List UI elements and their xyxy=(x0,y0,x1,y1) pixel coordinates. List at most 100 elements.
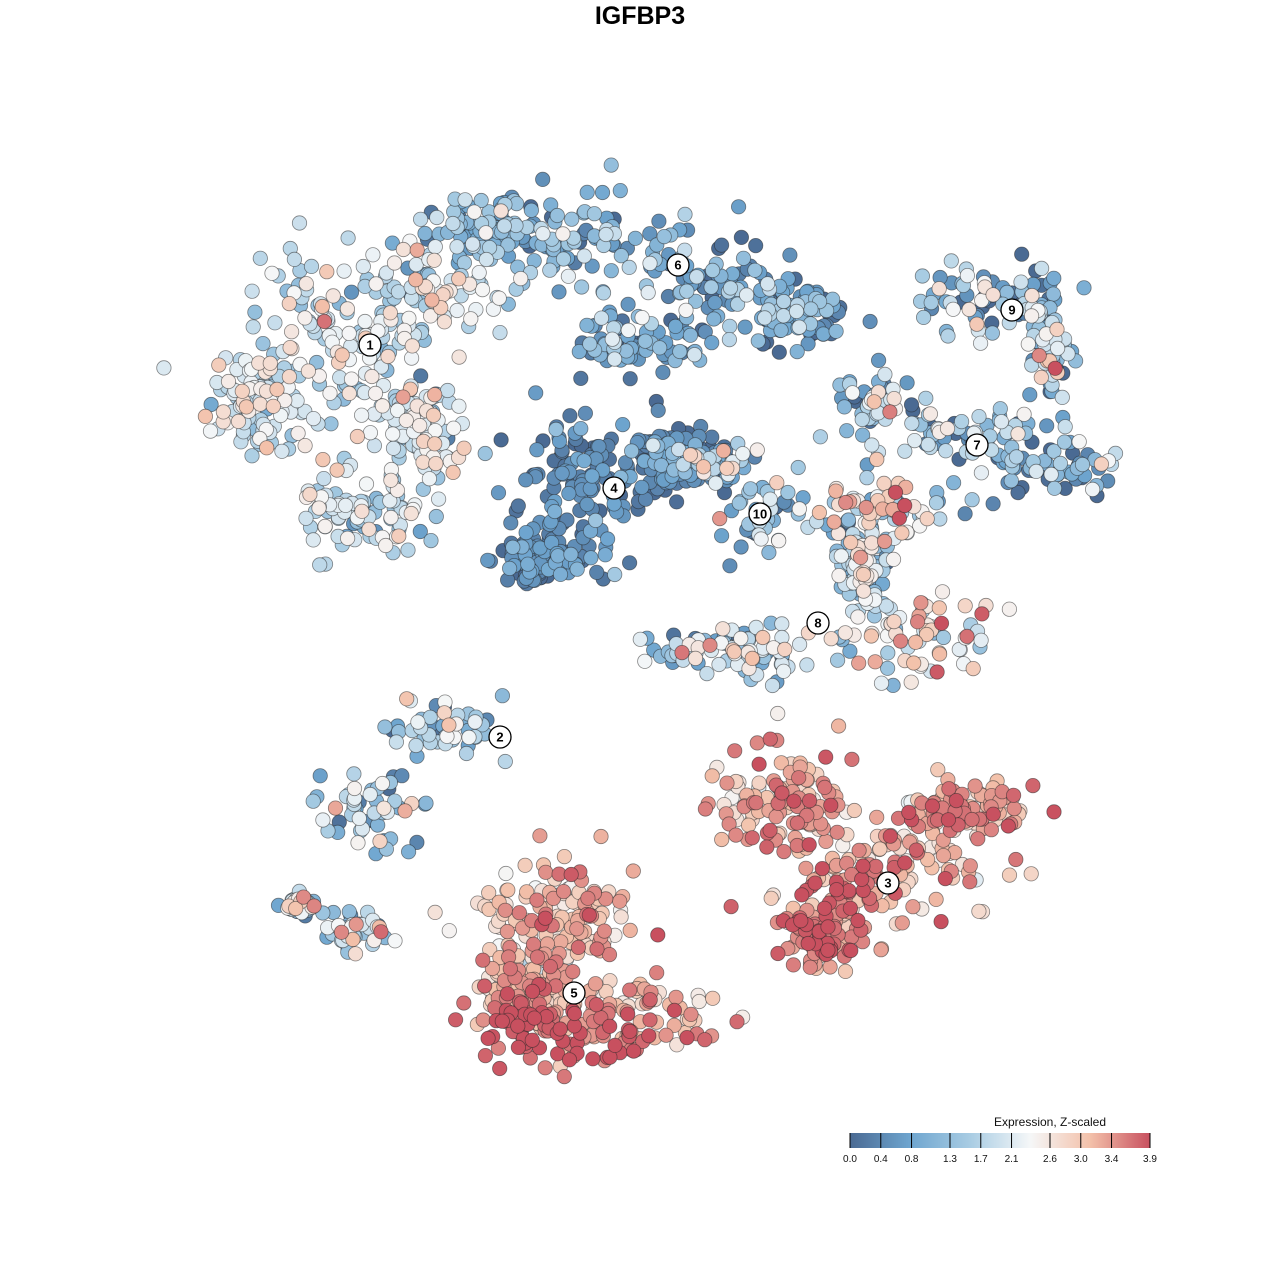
cell-point xyxy=(920,436,936,453)
cell-point xyxy=(733,630,749,647)
cell-point xyxy=(373,924,389,940)
cell-point xyxy=(1093,456,1110,472)
cell-point xyxy=(897,443,913,459)
cell-point xyxy=(914,268,931,284)
cell-point xyxy=(415,454,431,470)
cluster-label-marker xyxy=(488,725,512,749)
cell-point xyxy=(355,258,371,275)
cell-point xyxy=(971,903,987,919)
cell-point xyxy=(733,539,749,555)
cell-point xyxy=(1039,418,1055,434)
cell-point xyxy=(882,828,898,844)
cell-point xyxy=(940,812,957,828)
cell-point xyxy=(339,530,356,546)
cell-point xyxy=(606,351,623,367)
cell-point xyxy=(325,288,341,304)
cell-point xyxy=(969,316,985,332)
chart-title: IGFBP3 xyxy=(594,2,686,30)
cell-point xyxy=(350,835,366,851)
cell-point xyxy=(791,636,808,653)
legend-tick-label: 0.8 xyxy=(905,1154,919,1165)
cell-point xyxy=(477,1048,493,1064)
cell-point xyxy=(1054,389,1070,405)
cell-point xyxy=(775,663,792,679)
cell-point xyxy=(1049,321,1065,337)
cell-point xyxy=(449,302,465,319)
cell-point xyxy=(383,509,399,526)
cell-point xyxy=(295,889,312,905)
cell-point xyxy=(1006,800,1022,817)
cell-point xyxy=(202,423,219,439)
cell-point xyxy=(866,394,882,410)
cell-point xyxy=(564,211,580,227)
cell-point xyxy=(668,989,684,1005)
cell-point xyxy=(573,279,590,295)
cell-point xyxy=(829,652,846,668)
cell-point xyxy=(803,301,819,317)
cell-point xyxy=(445,420,462,436)
cell-point xyxy=(674,644,690,661)
cell-point xyxy=(928,495,945,511)
cell-point xyxy=(490,485,507,501)
cell-point xyxy=(395,241,411,258)
cell-point xyxy=(424,292,440,308)
cell-point xyxy=(385,426,401,442)
cell-point xyxy=(511,905,528,921)
cell-point xyxy=(267,315,283,331)
cell-point xyxy=(679,1030,695,1046)
cell-point xyxy=(576,248,592,264)
cell-point xyxy=(537,910,553,926)
cell-point xyxy=(744,650,760,667)
cell-point xyxy=(312,768,328,784)
cell-point xyxy=(341,325,357,341)
cell-point xyxy=(830,718,847,734)
cell-point xyxy=(255,335,271,352)
cell-point xyxy=(562,408,578,424)
cell-point xyxy=(400,844,417,860)
cell-point xyxy=(475,952,491,968)
cluster-label-marker xyxy=(602,476,626,500)
cell-point xyxy=(547,503,563,520)
cell-point xyxy=(625,863,641,879)
cell-point xyxy=(870,352,887,368)
cluster-label-9: 9 xyxy=(1000,298,1024,322)
cell-point xyxy=(378,537,394,554)
cell-point xyxy=(777,641,793,658)
cell-point xyxy=(828,882,845,898)
cell-point xyxy=(751,775,767,791)
cell-point xyxy=(807,875,823,891)
cell-point xyxy=(855,858,871,874)
cell-point xyxy=(333,924,350,940)
cell-point xyxy=(972,335,989,351)
cell-point xyxy=(394,768,410,784)
cell-point xyxy=(594,184,611,201)
cell-point xyxy=(347,946,364,962)
cell-point xyxy=(1057,419,1073,435)
cell-point xyxy=(427,239,443,255)
cell-point xyxy=(715,443,732,459)
cell-point xyxy=(859,470,875,486)
cell-point xyxy=(427,436,443,452)
cluster-label-text: 8 xyxy=(814,616,821,631)
cell-point xyxy=(398,412,414,428)
cell-point xyxy=(247,304,263,320)
cluster-label-marker xyxy=(562,981,586,1005)
cell-point xyxy=(365,247,381,263)
cell-point xyxy=(931,646,948,662)
cell-point xyxy=(346,766,362,782)
cell-point xyxy=(913,595,929,611)
cell-point xyxy=(551,284,567,300)
cell-point xyxy=(408,737,424,754)
cell-point xyxy=(711,656,727,673)
cell-point xyxy=(529,892,545,908)
cell-point xyxy=(586,206,603,222)
cell-point xyxy=(581,907,597,923)
cell-point xyxy=(341,385,357,401)
cell-point xyxy=(704,429,720,445)
cell-point xyxy=(1010,484,1026,501)
cell-point xyxy=(713,237,730,253)
cell-point xyxy=(343,371,360,387)
cell-point xyxy=(815,326,831,342)
cell-point xyxy=(770,945,786,962)
cell-point xyxy=(491,290,507,306)
